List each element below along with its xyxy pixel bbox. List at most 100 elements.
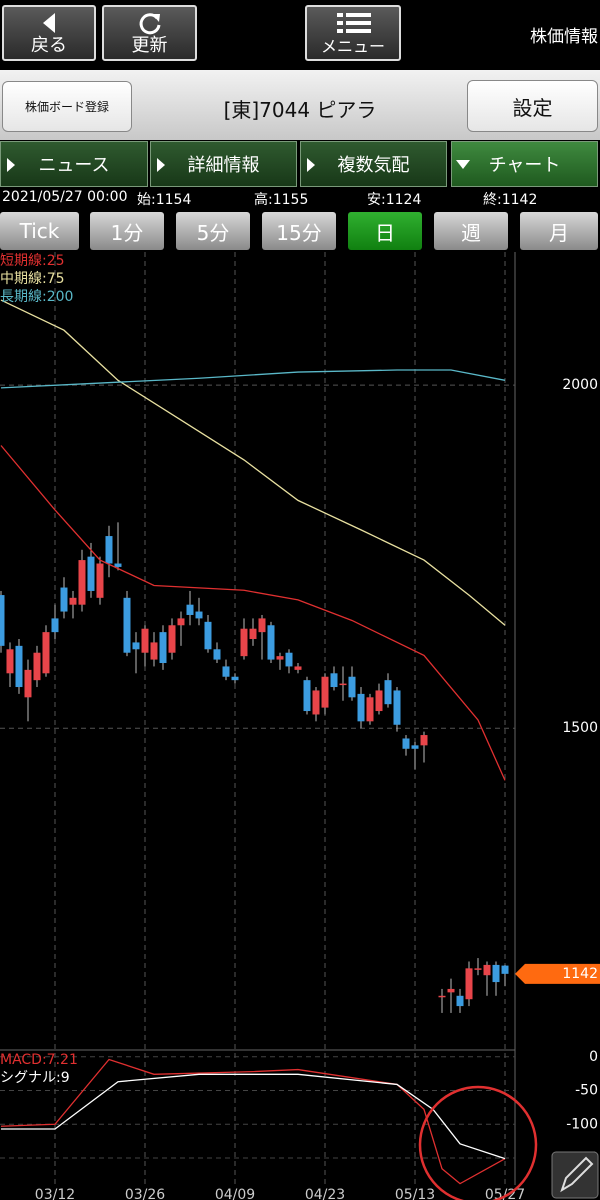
tab[interactable]: 複数気配 [300, 141, 447, 187]
settings-button[interactable]: 設定 [467, 80, 598, 132]
period-button[interactable]: 1分 [90, 212, 164, 250]
screen-title: 株価情報 [530, 27, 598, 47]
menu-button[interactable]: メニュー [305, 5, 401, 61]
tab[interactable]: ニュース [0, 141, 148, 187]
period-button[interactable]: Tick [0, 212, 79, 250]
candle-body [222, 666, 230, 677]
candle-body [438, 995, 446, 998]
candle-body [330, 673, 338, 688]
draw-tool-button[interactable] [551, 1151, 599, 1199]
candle-body [294, 666, 302, 670]
candle-body [312, 690, 320, 715]
label: 更新 [131, 35, 168, 56]
register-button[interactable]: 株価ボード登録 [2, 81, 132, 132]
back-icon [43, 13, 55, 33]
macd-line [0, 1058, 506, 1185]
chart-bg [0, 250, 600, 1200]
last-price-marker [515, 963, 600, 984]
y-tick-label: 1500 [562, 720, 598, 736]
last-price-label: 1142 [562, 966, 598, 982]
annotation-circle [418, 1085, 538, 1200]
candle-body [141, 628, 149, 653]
period-button[interactable]: 15分 [262, 212, 336, 250]
label: 戻る [31, 35, 67, 56]
candle-body [33, 652, 41, 681]
y-tick-label: 2000 [562, 377, 598, 393]
legend-entry: 短期線:25 [0, 253, 65, 269]
candle-body [447, 988, 455, 993]
candle-body [204, 621, 212, 650]
candle-body [483, 964, 491, 976]
y-tick-label: -50 [575, 1083, 598, 1099]
moving-average [0, 445, 506, 781]
tab-label: ニュース [38, 155, 110, 176]
candle-body [60, 587, 68, 612]
candle-body [213, 649, 221, 660]
candle-body [159, 632, 167, 664]
candle-body [132, 642, 140, 650]
candle-body [87, 556, 95, 591]
quote-close: 終:1142 [483, 192, 538, 208]
candle-body [366, 697, 374, 722]
candle-body [69, 597, 77, 605]
candle-body [249, 628, 257, 639]
y-tick-label: -100 [566, 1116, 598, 1132]
refresh-icon [139, 13, 161, 35]
candle-body [51, 618, 59, 633]
tab[interactable]: チャート [451, 141, 598, 187]
period-button[interactable]: 日 [348, 212, 422, 250]
x-tick-label: 03/26 [125, 1187, 165, 1200]
moving-average [0, 299, 506, 626]
candle-body [150, 642, 158, 660]
candle-body [42, 632, 50, 674]
candle-body [384, 680, 392, 705]
candle-body [411, 745, 419, 749]
menu-icon [337, 13, 371, 33]
period-button[interactable]: 月 [520, 212, 598, 250]
candle-body [177, 618, 185, 626]
legend-entry: 長期線:200 [0, 289, 73, 305]
candle-body [492, 964, 500, 983]
candle-body [420, 735, 428, 746]
candle-body [168, 625, 176, 653]
stock-title: [東]7044 ピアラ [223, 98, 377, 122]
macd-line [0, 1073, 506, 1160]
tab[interactable]: 詳細情報 [150, 141, 297, 187]
candle-body [114, 563, 122, 567]
candle-body [15, 645, 23, 688]
refresh-button[interactable]: 更新 [102, 5, 197, 61]
candle-body [267, 625, 275, 660]
period-button[interactable]: 週 [434, 212, 508, 250]
candle-body [96, 563, 104, 598]
candle-body [195, 611, 203, 619]
candle-body [105, 536, 113, 564]
y-tick-label: 0 [589, 1049, 598, 1065]
candle-body [276, 656, 284, 660]
candle-body [258, 618, 266, 633]
candle-body [357, 693, 365, 722]
candle-body [303, 680, 311, 712]
candle-body [456, 995, 464, 1007]
quote-high-text: 高:1155 [254, 192, 309, 208]
legend-entry: MACD:7.21 [0, 1052, 78, 1068]
candle-body [24, 669, 32, 698]
legend-entry: シグナル:9 [0, 1070, 70, 1086]
pencil-icon [560, 1156, 594, 1193]
candle-body [339, 683, 347, 686]
candle-body [231, 676, 239, 681]
x-tick-label: 05/27 [485, 1187, 525, 1200]
candle-body [348, 676, 356, 698]
label: メニュー [320, 37, 385, 56]
period-button[interactable]: 5分 [176, 212, 250, 250]
x-tick-label: 04/23 [305, 1187, 345, 1200]
candle-body [240, 628, 248, 657]
candle-body [6, 649, 14, 674]
tab-label: 詳細情報 [187, 155, 260, 176]
candle-body [186, 604, 194, 615]
candle-body [393, 690, 401, 725]
tab-label: 複数気配 [337, 155, 410, 176]
back-button[interactable]: 戻る [2, 5, 96, 61]
quote-open: 始:1154 [137, 192, 192, 208]
